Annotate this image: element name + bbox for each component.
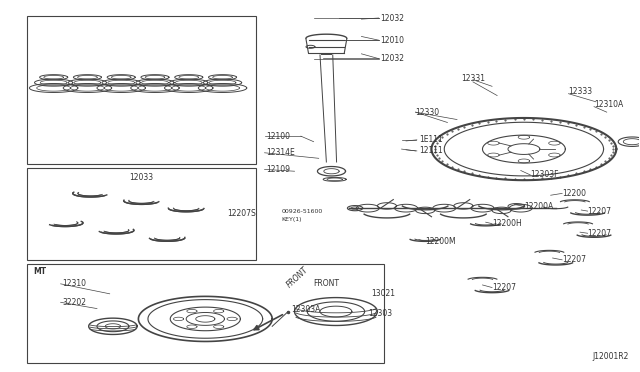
- Text: 12200: 12200: [562, 189, 586, 198]
- Text: 12010: 12010: [381, 36, 404, 45]
- Text: J12001R2: J12001R2: [593, 352, 629, 361]
- Text: FRONT: FRONT: [285, 265, 310, 289]
- Text: KEY(1): KEY(1): [282, 218, 302, 222]
- Text: 12303A: 12303A: [291, 305, 321, 314]
- Text: MT: MT: [33, 267, 46, 276]
- Text: 32202: 32202: [62, 298, 86, 307]
- Text: 12331: 12331: [461, 74, 485, 83]
- Text: 1E111: 1E111: [419, 135, 442, 144]
- Text: 00926-51600: 00926-51600: [282, 209, 323, 214]
- Text: 12200A: 12200A: [524, 202, 553, 211]
- Text: 12109: 12109: [266, 165, 290, 174]
- Bar: [27, 263, 384, 363]
- Text: 12314E: 12314E: [266, 148, 294, 157]
- Text: 12310: 12310: [62, 279, 86, 288]
- Text: 12207: 12207: [588, 229, 612, 238]
- Text: 12330: 12330: [415, 108, 440, 117]
- Text: 12111: 12111: [419, 147, 442, 155]
- Text: 12032: 12032: [381, 13, 404, 22]
- Text: 12100: 12100: [266, 132, 290, 141]
- Text: 12207: 12207: [562, 255, 586, 264]
- Text: 12032: 12032: [381, 54, 404, 63]
- Bar: [27, 167, 256, 260]
- Text: 12033: 12033: [129, 173, 154, 182]
- Text: 12303: 12303: [368, 309, 392, 318]
- Text: 12200H: 12200H: [492, 219, 522, 228]
- Text: 12207S: 12207S: [228, 209, 257, 218]
- Text: 12207: 12207: [588, 206, 612, 216]
- Text: 13021: 13021: [371, 289, 395, 298]
- Text: 12303F: 12303F: [531, 170, 559, 179]
- Text: 12200M: 12200M: [425, 237, 456, 246]
- Text: 12310A: 12310A: [594, 100, 623, 109]
- Text: 12207: 12207: [492, 283, 516, 292]
- Bar: [27, 16, 256, 164]
- Text: FRONT: FRONT: [314, 279, 340, 288]
- Text: 12333: 12333: [568, 87, 593, 96]
